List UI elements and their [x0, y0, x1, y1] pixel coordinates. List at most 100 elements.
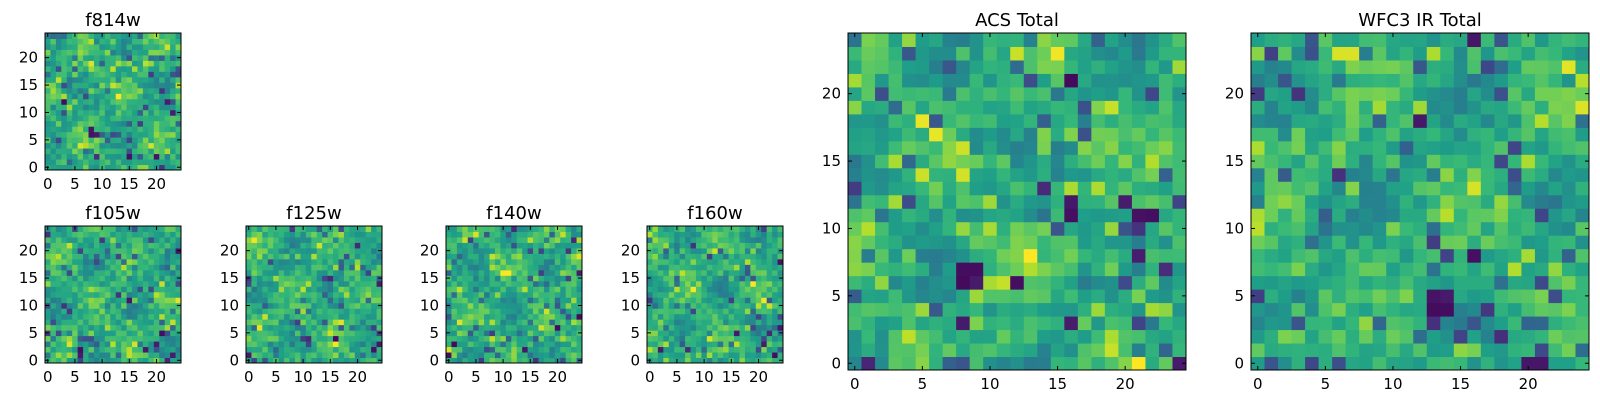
- heatmap-cell: [565, 258, 572, 265]
- heatmap-cell: [61, 65, 68, 72]
- heatmap-cell: [473, 264, 480, 271]
- heatmap-cell: [1064, 33, 1079, 47]
- heatmap-cell: [1291, 302, 1306, 317]
- heatmap-cell: [1104, 127, 1119, 142]
- heatmap-cell: [717, 335, 724, 342]
- heatmap-cell: [1251, 235, 1266, 250]
- heatmap-cell: [1332, 194, 1347, 209]
- heatmap-cell: [538, 302, 545, 309]
- heatmap-cell: [549, 313, 556, 320]
- heatmap-cell: [1467, 154, 1482, 169]
- heatmap-cell: [1534, 329, 1549, 344]
- heatmap-cell: [1480, 275, 1495, 290]
- heatmap-cell: [1050, 181, 1065, 196]
- heatmap-cell: [848, 46, 863, 61]
- heatmap-cell: [456, 275, 463, 282]
- heatmap-cell: [1050, 343, 1065, 358]
- heatmap-cell: [1494, 329, 1509, 344]
- heatmap-cell: [1507, 154, 1522, 169]
- heatmap-cell: [701, 324, 708, 331]
- heatmap-cell: [717, 247, 724, 254]
- heatmap-cell: [104, 313, 111, 320]
- heatmap-cell: [164, 60, 171, 67]
- heatmap-cell: [66, 120, 73, 127]
- heatmap-cell: [706, 346, 713, 353]
- heatmap-cell: [61, 115, 68, 122]
- heatmap-cell: [1426, 86, 1441, 101]
- panel-title: WFC3 IR Total: [1358, 10, 1481, 31]
- heatmap-cell: [115, 231, 122, 238]
- heatmap-cell: [61, 49, 68, 56]
- heatmap-cell: [538, 231, 545, 238]
- heatmap-cell: [1172, 73, 1187, 88]
- heatmap-cell: [104, 93, 111, 100]
- heatmap-cell: [484, 291, 491, 298]
- heatmap-cell: [72, 98, 79, 105]
- heatmap-cell: [560, 286, 567, 293]
- heatmap-cell: [284, 330, 291, 337]
- heatmap-cell: [1359, 248, 1374, 263]
- heatmap-cell: [360, 291, 367, 298]
- heatmap-cell: [706, 280, 713, 287]
- heatmap-cell: [132, 126, 138, 133]
- heatmap-cell: [322, 231, 329, 238]
- y-tick-label: 15: [621, 269, 640, 287]
- heatmap-cell: [1426, 248, 1441, 263]
- heatmap-cell: [273, 324, 280, 331]
- heatmap-cell: [77, 269, 84, 276]
- heatmap-cell: [679, 231, 686, 238]
- heatmap-cell: [1158, 127, 1173, 142]
- heatmap-cell: [690, 258, 697, 265]
- heatmap-cell: [478, 286, 485, 293]
- heatmap-cell: [45, 38, 51, 45]
- heatmap-cell: [777, 231, 784, 238]
- heatmap-cell: [121, 231, 128, 238]
- heatmap-cell: [766, 341, 773, 348]
- heatmap-cell: [500, 247, 507, 254]
- heatmap-cell: [777, 226, 784, 232]
- heatmap-cell: [1575, 154, 1590, 169]
- heatmap-cell: [99, 313, 106, 320]
- heatmap-cell: [246, 269, 252, 276]
- heatmap-cell: [132, 258, 138, 265]
- heatmap-cell: [549, 330, 556, 337]
- heatmap-cell: [734, 330, 740, 337]
- heatmap-cell: [159, 352, 166, 359]
- heatmap-cell: [343, 291, 350, 298]
- heatmap-cell: [110, 104, 117, 111]
- heatmap-cell: [115, 269, 122, 276]
- heatmap-cell: [61, 87, 68, 94]
- heatmap-cell: [456, 286, 463, 293]
- heatmap-cell: [104, 38, 111, 45]
- heatmap-cell: [554, 346, 561, 353]
- heatmap-cell: [451, 330, 458, 337]
- heatmap-cell: [484, 258, 491, 265]
- heatmap-cell: [462, 308, 469, 315]
- heatmap-cell: [473, 308, 480, 315]
- heatmap-cell: [284, 297, 291, 304]
- heatmap-cell: [1575, 33, 1590, 47]
- heatmap-cell: [126, 231, 133, 238]
- heatmap-cell: [456, 226, 463, 232]
- heatmap-cell: [110, 98, 117, 105]
- heatmap-cell: [1561, 356, 1576, 371]
- heatmap-cell: [712, 335, 719, 342]
- heatmap-cell: [77, 247, 84, 254]
- heatmap-cell: [343, 264, 350, 271]
- heatmap-cell: [511, 313, 518, 320]
- heatmap-cell: [371, 253, 378, 260]
- heatmap-cell: [1023, 59, 1038, 74]
- heatmap-cell: [1291, 262, 1306, 277]
- heatmap-cell: [1440, 154, 1455, 169]
- heatmap-cell: [93, 313, 100, 320]
- heatmap-cell: [126, 148, 133, 155]
- heatmap-cell: [772, 335, 779, 342]
- heatmap-cell: [996, 181, 1011, 196]
- heatmap-cell: [72, 247, 79, 254]
- heatmap-cell: [1399, 194, 1414, 209]
- heatmap-cell: [83, 164, 90, 171]
- heatmap-cell: [744, 286, 751, 293]
- heatmap-cell: [294, 275, 301, 282]
- heatmap-cell: [543, 319, 550, 326]
- heatmap-cell: [543, 264, 550, 271]
